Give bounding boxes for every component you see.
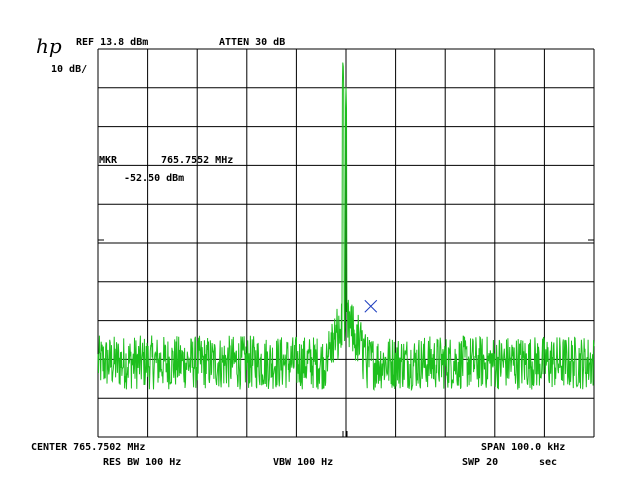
spectrum-trace — [97, 62, 595, 392]
marker-x-stroke — [364, 299, 378, 313]
marker-frequency: 765.7552 MHz — [161, 155, 233, 166]
ref-level-label: REF 13.8 dBm — [76, 37, 148, 48]
scale-label: 10 dB/ — [51, 64, 87, 75]
sweep-unit-label: sec — [539, 457, 557, 468]
reference-level-marks — [98, 239, 594, 244]
sweep-time-label: SWP 20 — [462, 457, 498, 468]
span-label: SPAN 100.0 kHz — [481, 442, 565, 453]
marker-level: -52.50 dBm — [124, 173, 184, 184]
hp-logo: hp — [36, 34, 62, 58]
vbw-label: VBW 100 Hz — [273, 457, 333, 468]
marker-label: MKR — [99, 155, 118, 166]
center-frequency-label: CENTER 765.7502 MHz — [31, 442, 145, 453]
attenuation-label: ATTEN 30 dB — [219, 37, 285, 48]
marker-x-icon — [364, 299, 378, 313]
res-bw-label: RES BW 100 Hz — [103, 457, 181, 468]
center-tick-marks — [342, 431, 348, 437]
